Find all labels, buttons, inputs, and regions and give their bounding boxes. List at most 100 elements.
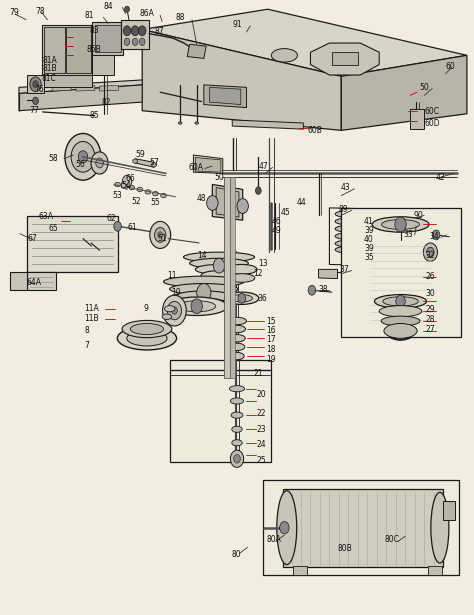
Ellipse shape: [431, 492, 449, 563]
Ellipse shape: [229, 343, 245, 351]
Circle shape: [125, 6, 129, 12]
Ellipse shape: [127, 331, 167, 346]
Ellipse shape: [232, 426, 242, 432]
Text: 60C: 60C: [424, 108, 439, 116]
Polygon shape: [332, 52, 358, 65]
Text: 58: 58: [48, 154, 58, 163]
Text: 57: 57: [149, 159, 159, 167]
Polygon shape: [27, 75, 44, 93]
Text: 61: 61: [128, 223, 137, 232]
Text: 14: 14: [197, 251, 206, 260]
Ellipse shape: [183, 252, 255, 262]
Ellipse shape: [379, 306, 422, 317]
Polygon shape: [341, 208, 461, 337]
Ellipse shape: [201, 271, 237, 280]
Text: 59: 59: [135, 151, 145, 159]
Ellipse shape: [170, 284, 238, 295]
Text: 30: 30: [426, 290, 436, 298]
Ellipse shape: [130, 323, 164, 335]
Circle shape: [396, 295, 405, 308]
Polygon shape: [224, 177, 230, 378]
Text: 82: 82: [101, 98, 111, 107]
Ellipse shape: [190, 258, 248, 268]
Polygon shape: [92, 55, 114, 75]
Circle shape: [124, 38, 130, 46]
Ellipse shape: [153, 192, 158, 196]
Text: 29: 29: [426, 306, 435, 314]
Text: 41: 41: [364, 217, 374, 226]
Ellipse shape: [228, 274, 255, 282]
Polygon shape: [142, 9, 467, 76]
Ellipse shape: [117, 327, 176, 350]
Ellipse shape: [335, 210, 368, 218]
Text: 22: 22: [257, 409, 266, 418]
Text: 50: 50: [214, 173, 224, 181]
Text: 52: 52: [132, 197, 141, 206]
Ellipse shape: [384, 323, 417, 338]
Circle shape: [122, 175, 132, 188]
Text: 35: 35: [364, 253, 374, 261]
Text: 48: 48: [197, 194, 206, 202]
Text: 50: 50: [419, 83, 429, 92]
Polygon shape: [44, 27, 65, 73]
Text: 16: 16: [266, 327, 276, 335]
Text: 39: 39: [364, 244, 374, 253]
Text: 60: 60: [446, 62, 456, 71]
Text: 39: 39: [364, 226, 374, 235]
Text: 8: 8: [84, 327, 89, 335]
Polygon shape: [95, 25, 121, 52]
Text: 89: 89: [339, 205, 348, 213]
Text: 12: 12: [254, 269, 263, 278]
Text: 40: 40: [364, 236, 374, 244]
Text: 79: 79: [9, 8, 19, 17]
Polygon shape: [19, 85, 142, 111]
Text: 60A: 60A: [189, 163, 204, 172]
Circle shape: [65, 133, 101, 180]
Polygon shape: [443, 501, 455, 520]
Text: 51: 51: [157, 234, 167, 243]
Text: 38: 38: [319, 285, 328, 293]
Polygon shape: [230, 177, 235, 378]
Text: 81B: 81B: [43, 65, 57, 73]
Text: 54: 54: [121, 181, 131, 190]
Ellipse shape: [225, 292, 259, 304]
Text: 11A: 11A: [84, 304, 99, 313]
Text: 46: 46: [271, 217, 281, 226]
Text: 11B: 11B: [84, 314, 99, 323]
Text: 9: 9: [143, 304, 148, 313]
Text: 19: 19: [266, 355, 276, 363]
Ellipse shape: [161, 194, 166, 198]
Ellipse shape: [228, 325, 246, 333]
Circle shape: [150, 221, 171, 248]
Text: 13: 13: [258, 259, 268, 268]
Ellipse shape: [175, 291, 232, 302]
Polygon shape: [263, 480, 459, 575]
Polygon shape: [204, 85, 246, 108]
Ellipse shape: [178, 122, 182, 124]
Ellipse shape: [121, 184, 127, 188]
Circle shape: [234, 454, 240, 463]
Circle shape: [255, 187, 261, 194]
Text: 80C: 80C: [385, 536, 400, 544]
Text: 78: 78: [36, 7, 45, 15]
Text: 90: 90: [413, 211, 423, 220]
Text: 24: 24: [257, 440, 266, 448]
Circle shape: [163, 295, 186, 326]
Text: 80: 80: [231, 550, 241, 559]
Circle shape: [138, 26, 146, 36]
Ellipse shape: [382, 220, 419, 229]
Text: 15: 15: [266, 317, 276, 325]
Circle shape: [33, 97, 38, 105]
Ellipse shape: [162, 314, 172, 320]
Ellipse shape: [137, 188, 143, 192]
Text: 87: 87: [154, 28, 164, 36]
Ellipse shape: [195, 122, 199, 124]
Ellipse shape: [383, 297, 418, 306]
Text: 60B: 60B: [307, 126, 322, 135]
Text: 32: 32: [426, 251, 435, 260]
Ellipse shape: [195, 264, 243, 274]
Circle shape: [30, 77, 41, 92]
Circle shape: [91, 152, 108, 174]
Text: 66: 66: [126, 174, 136, 183]
Polygon shape: [187, 44, 206, 58]
